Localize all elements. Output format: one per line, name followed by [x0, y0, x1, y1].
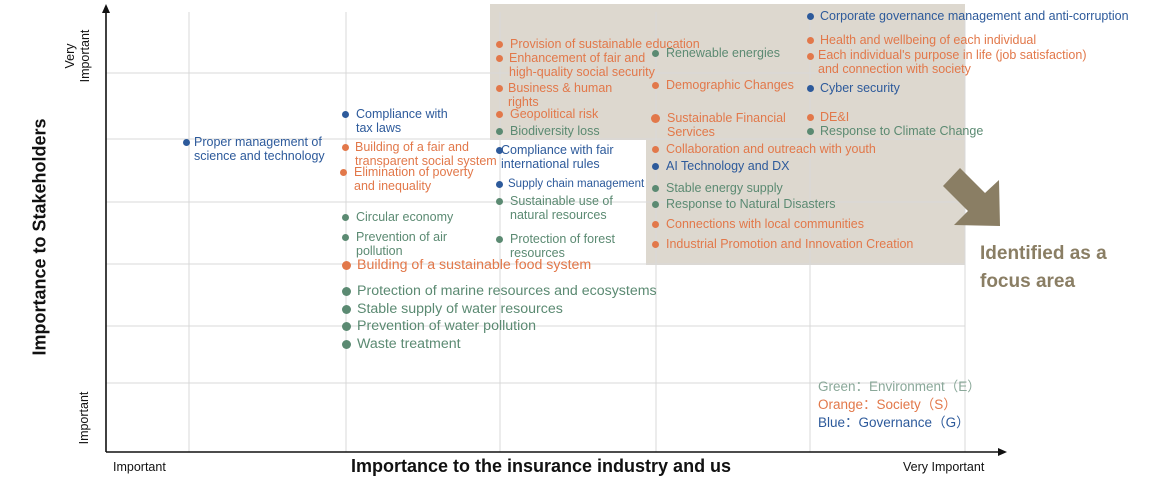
- item-marker: [495, 146, 503, 154]
- item-label: Cyber security: [820, 81, 900, 95]
- item-label: Demographic Changes: [666, 78, 794, 92]
- x-axis-high-label: Very Important: [903, 460, 985, 474]
- item-marker: [806, 36, 814, 44]
- item-marker: [339, 168, 347, 176]
- item-marker: [650, 113, 660, 123]
- item-marker: [806, 84, 814, 92]
- item-marker: [341, 304, 351, 314]
- item-label: AI Technology and DX: [666, 159, 790, 173]
- item-label: Business & human rights: [508, 81, 613, 109]
- item-marker: [651, 200, 659, 208]
- item-marker: [495, 40, 503, 48]
- focus-area-note: Identified as a focus area: [980, 243, 1107, 292]
- item-label: Compliance with tax laws: [356, 107, 448, 135]
- item-label: Elimination of poverty and inequality: [354, 165, 474, 193]
- item-label: Biodiversity loss: [510, 124, 600, 138]
- item-label: Prevention of air pollution: [356, 230, 448, 258]
- item-marker: [495, 180, 503, 188]
- item-marker: [651, 81, 659, 89]
- item-label: DE&I: [820, 110, 850, 124]
- y-axis-title: Importance to Stakeholders: [29, 118, 50, 356]
- item-marker: [495, 54, 503, 62]
- item-marker: [806, 113, 814, 121]
- item-label: Sustainable Financial Services: [667, 111, 786, 139]
- item-label: Geopolitical risk: [510, 107, 599, 121]
- item-label: Sustainable use of natural resources: [510, 194, 613, 222]
- item-label: Response to Climate Change: [820, 124, 984, 138]
- item-label: Prevention of water pollution: [357, 318, 537, 334]
- axes: [102, 4, 1007, 456]
- item-marker: [341, 321, 351, 331]
- item-label: Corporate governance management and anti…: [820, 9, 1129, 23]
- item-marker: [341, 260, 351, 270]
- item-label: Proper management of science and technolo…: [194, 135, 325, 163]
- y-axis-high-text: Very Important: [63, 29, 92, 83]
- item-marker: [341, 339, 351, 349]
- item-marker: [651, 145, 659, 153]
- item-marker: [495, 84, 503, 92]
- item-marker: [495, 110, 503, 118]
- x-axis-low-label: Important: [113, 460, 166, 474]
- item-marker: [651, 49, 659, 57]
- item-label: Building of a sustainable food system: [357, 257, 592, 273]
- focus-arrow-icon: [943, 168, 1000, 226]
- item-label: Stable energy supply: [666, 181, 783, 195]
- item-label: Connections with local communities: [666, 217, 865, 231]
- y-axis-low-label: Important: [77, 391, 91, 445]
- item-marker: [651, 240, 659, 248]
- item-marker: [806, 127, 814, 135]
- item-label: Collaboration and outreach with youth: [666, 142, 876, 156]
- item-label: Provision of sustainable education: [510, 37, 700, 51]
- item-marker: [651, 220, 659, 228]
- focus-area: [490, 4, 965, 265]
- item-marker: [806, 52, 814, 60]
- item-marker: [651, 184, 659, 192]
- legend-society: Orange：Society（S）: [818, 397, 957, 412]
- item-label: Supply chain management: [508, 178, 645, 190]
- item-marker: [651, 162, 659, 170]
- item-label: Response to Natural Disasters: [666, 197, 836, 211]
- legend-governance: Blue：Governance（G）: [818, 415, 970, 430]
- item-label: Protection of marine resources and ecosy…: [357, 283, 657, 299]
- item-marker: [341, 143, 349, 151]
- item-marker: [495, 235, 503, 243]
- item-label: Building of a fair and transparent social…: [355, 140, 497, 168]
- y-axis-high-label: Very Important: [63, 16, 93, 96]
- item-label: Stable supply of water resources: [357, 301, 563, 317]
- item-label: Compliance with fair international rules: [501, 143, 614, 171]
- item-label: Enhancement of fair and high-quality soci…: [509, 51, 655, 79]
- item-label: Circular economy: [356, 210, 454, 224]
- item-marker: [806, 12, 814, 20]
- item-marker: [341, 286, 351, 296]
- item-marker: [341, 213, 349, 221]
- item-label: Industrial Promotion and Innovation Crea…: [666, 237, 914, 251]
- item-label: Health and wellbeing of each individual: [820, 33, 1037, 47]
- item-label: Protection of forest resources: [510, 232, 615, 260]
- x-axis-title: Importance to the insurance industry and…: [351, 456, 732, 476]
- item-label: Waste treatment: [357, 336, 461, 352]
- legend-environment: Green：Environment（E）: [818, 379, 981, 394]
- item-marker: [182, 138, 190, 146]
- item-marker: [341, 233, 349, 241]
- item-marker: [495, 127, 503, 135]
- item-marker: [495, 197, 503, 205]
- item-label: Each individual's purpose in life (job s…: [818, 48, 1087, 76]
- item-marker: [341, 110, 349, 118]
- item-label: Renewable energies: [666, 46, 780, 60]
